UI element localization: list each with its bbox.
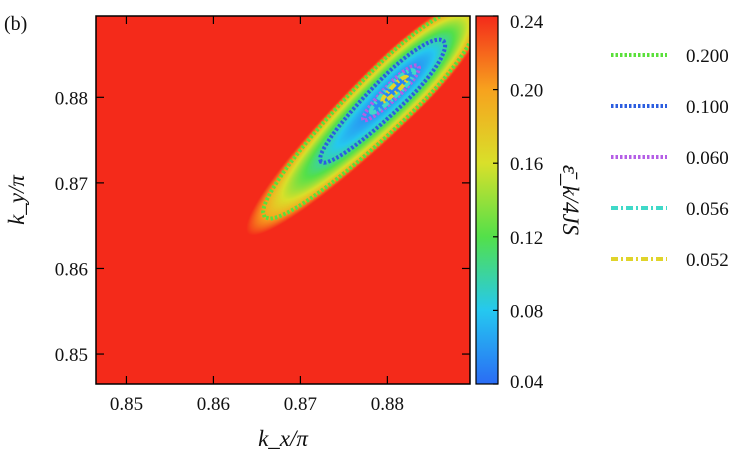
x-axis: 0.85 0.86 0.87 0.88 <box>110 16 404 415</box>
contour-line <box>380 74 410 104</box>
legend-label: 0.056 <box>686 199 729 220</box>
contour-0.056 <box>368 68 417 115</box>
colorbar-tick-label: 0.16 <box>510 154 543 175</box>
legend-label: 0.052 <box>686 250 729 271</box>
colorbar-tick-label: 0.12 <box>510 228 543 249</box>
y-axis: 0.85 0.86 0.87 0.88 <box>55 88 470 366</box>
legend-label: 0.200 <box>686 46 729 67</box>
legend-entry: 0.060 <box>611 148 729 169</box>
y-tick-label: 0.86 <box>55 259 88 280</box>
y-tick-label: 0.85 <box>55 345 88 366</box>
colorbar-ticks: 0.04 0.08 0.12 0.16 0.20 0.24 <box>493 12 544 393</box>
legend-entry: 0.056 <box>611 199 729 220</box>
panel-label: (b) <box>4 13 27 35</box>
legend-entry: 0.100 <box>611 97 729 118</box>
contour-line <box>317 37 448 165</box>
legend-entry: 0.052 <box>611 250 729 271</box>
legend-label: 0.100 <box>686 97 729 118</box>
y-axis-label: k_y/π <box>4 174 29 225</box>
plot-frame <box>95 15 471 385</box>
contour-0.052 <box>380 74 410 104</box>
colorbar-label: ε̄_k/4JS <box>558 165 583 236</box>
y-tick-label: 0.88 <box>55 88 88 109</box>
contour-0.100 <box>317 37 448 165</box>
contour-line <box>261 16 470 221</box>
colorbar <box>475 15 499 385</box>
x-tick-label: 0.88 <box>371 394 404 415</box>
legend: 0.200 0.100 0.060 0.056 0.052 <box>611 46 729 271</box>
contour-layer <box>261 16 470 221</box>
y-tick-label: 0.87 <box>55 174 88 195</box>
colorbar-tick-label: 0.20 <box>510 81 543 102</box>
x-tick-label: 0.87 <box>284 394 317 415</box>
x-tick-label: 0.85 <box>110 394 143 415</box>
x-axis-label: k_x/π <box>258 426 309 451</box>
legend-label: 0.060 <box>686 148 729 169</box>
colorbar-tick-label: 0.04 <box>510 372 544 393</box>
legend-entry: 0.200 <box>611 46 729 67</box>
x-tick-label: 0.86 <box>197 394 230 415</box>
contour-line <box>368 68 417 115</box>
colorbar-tick-label: 0.24 <box>510 12 544 33</box>
contour-0.200 <box>261 16 470 221</box>
colorbar-tick-label: 0.08 <box>510 301 543 322</box>
